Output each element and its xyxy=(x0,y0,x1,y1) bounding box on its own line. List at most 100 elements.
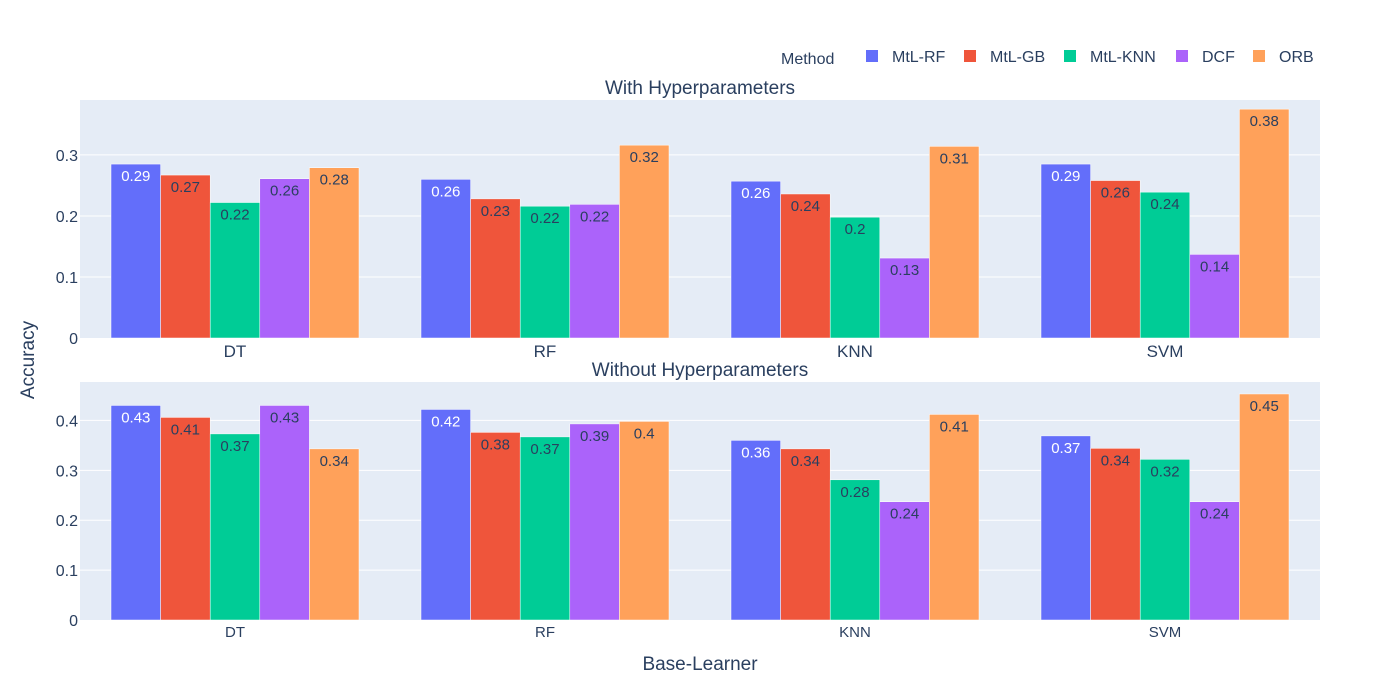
bar-mtl-rf-dt[interactable] xyxy=(110,405,161,621)
bar-dcf-dt[interactable] xyxy=(259,405,310,621)
bar-value-label: 0.24 xyxy=(791,198,820,215)
bar-mtl-knn-svm[interactable] xyxy=(1139,459,1191,621)
bar-mtl-gb-dt[interactable] xyxy=(160,417,211,621)
bar-value-label: 0.24 xyxy=(1150,196,1179,213)
bar-mtl-gb-svm[interactable] xyxy=(1090,448,1141,621)
bar-mtl-rf-dt[interactable] xyxy=(110,163,161,339)
bar-mtl-knn-knn[interactable] xyxy=(829,479,881,621)
bar-value-label: 0.32 xyxy=(1150,463,1179,480)
bar-mtl-rf-knn[interactable] xyxy=(730,180,781,339)
bar-dcf-knn[interactable] xyxy=(879,257,930,339)
bar-mtl-rf-rf[interactable] xyxy=(420,179,471,339)
bar-value-label: 0.34 xyxy=(320,453,349,470)
chart-panel-1: 0 0.1 0.2 0.3 With Hyperparameters DT 0.29 0.27… xyxy=(56,78,1320,361)
bar-mtl-knn-rf[interactable] xyxy=(519,436,571,621)
bar-dcf-svm[interactable] xyxy=(1189,254,1240,339)
legend-swatch xyxy=(1064,50,1076,62)
bar-dcf-dt[interactable] xyxy=(259,178,310,339)
bar-value-label: 0.37 xyxy=(220,438,249,455)
x-tick-label: RF xyxy=(534,342,557,361)
y-tick-label: 0 xyxy=(69,331,78,348)
bar-value-label: 0.14 xyxy=(1200,258,1229,275)
x-tick-label: SVM xyxy=(1149,624,1182,641)
legend-item-mtl-knn[interactable]: MtL-KNN xyxy=(1064,49,1156,66)
bar-mtl-rf-knn[interactable] xyxy=(730,440,781,621)
y-tick-label: 0 xyxy=(69,613,78,630)
bar-value-label: 0.38 xyxy=(481,436,510,453)
bar-value-label: 0.27 xyxy=(171,179,200,196)
bar-value-label: 0.41 xyxy=(940,418,969,435)
bar-mtl-knn-svm[interactable] xyxy=(1139,191,1191,339)
bar-mtl-rf-rf[interactable] xyxy=(420,409,471,621)
x-tick-label: RF xyxy=(535,624,555,641)
bar-value-label: 0.41 xyxy=(171,421,200,438)
legend-label: ORB xyxy=(1279,49,1314,66)
x-tick-label: KNN xyxy=(839,624,871,641)
bar-dcf-rf[interactable] xyxy=(569,204,620,339)
bar-value-label: 0.2 xyxy=(845,221,866,238)
bar-value-label: 0.39 xyxy=(580,428,609,445)
bar-orb-dt[interactable] xyxy=(309,167,360,339)
bar-orb-knn[interactable] xyxy=(929,414,980,621)
bar-mtl-knn-dt[interactable] xyxy=(209,202,261,339)
bar-value-label: 0.4 xyxy=(634,425,655,442)
bar-value-label: 0.23 xyxy=(481,203,510,220)
panel-title: With Hyperparameters xyxy=(605,78,795,99)
y-axis-title: Accuracy xyxy=(18,320,39,399)
bar-value-label: 0.26 xyxy=(431,183,460,200)
bar-orb-rf[interactable] xyxy=(619,144,670,339)
bar-value-label: 0.26 xyxy=(741,185,770,202)
y-tick-label: 0.1 xyxy=(56,270,78,287)
bar-mtl-knn-knn[interactable] xyxy=(829,216,881,339)
legend-swatch xyxy=(866,50,878,62)
x-axis-title: Base-Learner xyxy=(642,654,758,675)
legend-item-mtl-gb[interactable]: MtL-GB xyxy=(964,49,1045,66)
bar-value-label: 0.34 xyxy=(1101,452,1130,469)
y-tick-label: 0.3 xyxy=(56,148,78,165)
bar-orb-dt[interactable] xyxy=(309,448,360,621)
bar-mtl-gb-rf[interactable] xyxy=(470,432,521,621)
bar-mtl-gb-dt[interactable] xyxy=(160,174,211,339)
y-tick-label: 0.2 xyxy=(56,209,78,226)
bar-value-label: 0.32 xyxy=(630,149,659,166)
bar-mtl-knn-rf[interactable] xyxy=(519,205,571,339)
bar-value-label: 0.28 xyxy=(840,484,869,501)
bar-orb-rf[interactable] xyxy=(619,421,670,621)
bar-value-label: 0.26 xyxy=(270,183,299,200)
bar-value-label: 0.22 xyxy=(580,208,609,225)
bar-value-label: 0.43 xyxy=(121,409,150,426)
legend-item-orb[interactable]: ORB xyxy=(1253,49,1314,66)
y-tick-label: 0.4 xyxy=(56,413,78,430)
bar-value-label: 0.24 xyxy=(1200,506,1229,523)
bar-value-label: 0.22 xyxy=(530,210,559,227)
legend: Method MtL-RF MtL-GB MtL-KNN DCF ORB xyxy=(781,49,1314,68)
bar-mtl-gb-knn[interactable] xyxy=(780,193,831,339)
bar-value-label: 0.29 xyxy=(121,168,150,185)
bar-dcf-rf[interactable] xyxy=(569,423,620,621)
y-tick-label: 0.3 xyxy=(56,463,78,480)
bar-value-label: 0.26 xyxy=(1101,185,1130,202)
bar-dcf-svm[interactable] xyxy=(1189,501,1240,621)
bar-value-label: 0.34 xyxy=(791,453,820,470)
legend-label: MtL-KNN xyxy=(1090,49,1156,66)
bar-mtl-knn-dt[interactable] xyxy=(209,433,261,621)
bar-value-label: 0.42 xyxy=(431,413,460,430)
bar-mtl-gb-svm[interactable] xyxy=(1090,180,1141,339)
legend-item-mtl-rf[interactable]: MtL-RF xyxy=(866,49,946,66)
x-tick-label: SVM xyxy=(1147,342,1184,361)
x-tick-label: DT xyxy=(225,624,245,641)
bar-mtl-rf-svm[interactable] xyxy=(1040,435,1091,621)
x-tick-label: DT xyxy=(224,342,247,361)
bar-mtl-gb-knn[interactable] xyxy=(780,448,831,621)
bar-value-label: 0.13 xyxy=(890,262,919,279)
bar-orb-svm[interactable] xyxy=(1239,108,1290,339)
bar-value-label: 0.37 xyxy=(530,441,559,458)
bar-orb-svm[interactable] xyxy=(1239,393,1290,621)
bar-mtl-rf-svm[interactable] xyxy=(1040,163,1091,339)
legend-swatch xyxy=(1176,50,1188,62)
legend-item-dcf[interactable]: DCF xyxy=(1176,49,1235,66)
legend-label: MtL-GB xyxy=(990,49,1045,66)
bar-value-label: 0.36 xyxy=(741,444,770,461)
bar-value-label: 0.28 xyxy=(320,172,349,189)
bar-orb-knn[interactable] xyxy=(929,146,980,339)
